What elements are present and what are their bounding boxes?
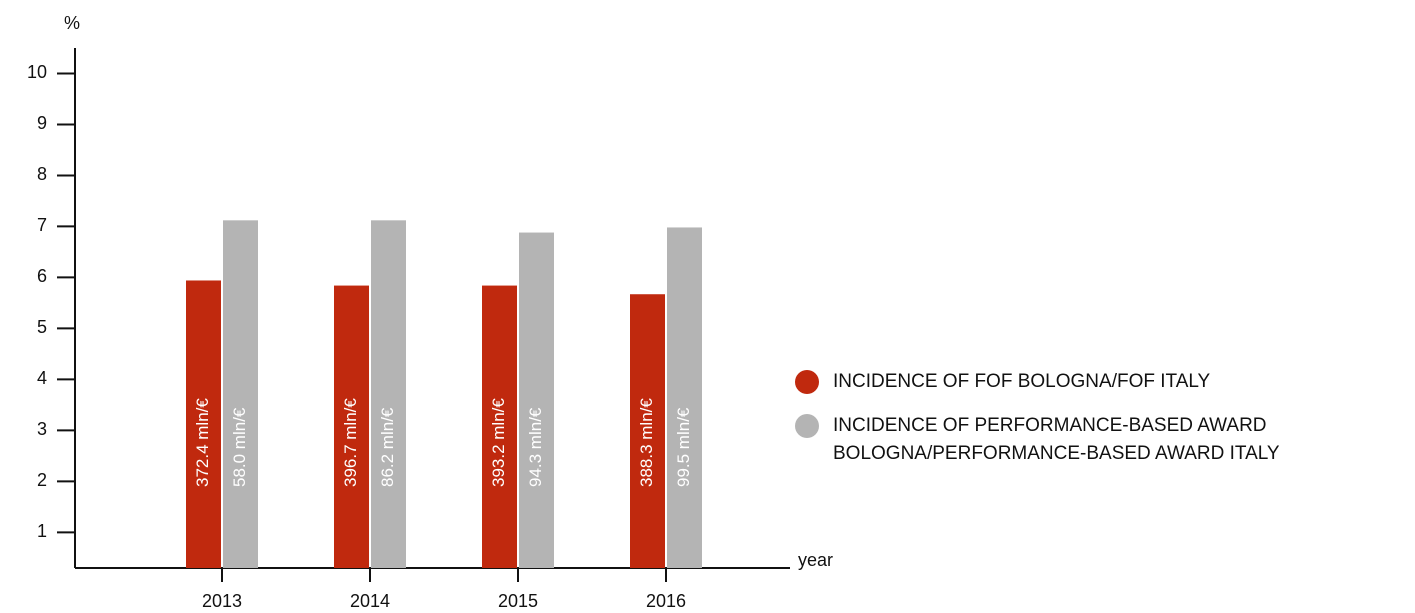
y-tick-label: 3 [37, 419, 47, 439]
y-axis-label: % [64, 13, 80, 33]
bar-label: 86.2 mln/€ [378, 407, 397, 487]
x-axis-label: year [798, 550, 833, 570]
bar-label: 58.0 mln/€ [230, 407, 249, 487]
y-tick-label: 4 [37, 368, 47, 388]
legend: INCIDENCE OF FOF BOLOGNA/FOF ITALY INCIDE… [795, 368, 1355, 484]
bar [334, 285, 369, 568]
bar-label: 372.4 mln/€ [193, 398, 212, 487]
y-tick-label: 1 [37, 521, 47, 541]
y-tick-label: 10 [27, 62, 47, 82]
bar [223, 220, 258, 568]
legend-item: INCIDENCE OF FOF BOLOGNA/FOF ITALY [795, 368, 1355, 396]
y-tick-label: 8 [37, 164, 47, 184]
bar-label: 99.5 mln/€ [674, 407, 693, 487]
bar-label: 393.2 mln/€ [489, 398, 508, 487]
bar [667, 227, 702, 568]
bar-label: 396.7 mln/€ [341, 398, 360, 487]
x-tick-label: 2013 [202, 591, 242, 611]
legend-item: INCIDENCE OF PERFORMANCE-BASED AWARD BOL… [795, 412, 1355, 468]
legend-label: INCIDENCE OF PERFORMANCE-BASED AWARD BOL… [833, 415, 1280, 464]
x-tick-label: 2015 [498, 591, 538, 611]
legend-swatch [795, 414, 819, 438]
bar [186, 280, 221, 568]
bar-label: 94.3 mln/€ [526, 407, 545, 487]
y-tick-label: 6 [37, 266, 47, 286]
bar-label: 388.3 mln/€ [637, 398, 656, 487]
y-tick-label: 7 [37, 215, 47, 235]
bar [371, 220, 406, 568]
y-tick-label: 2 [37, 470, 47, 490]
legend-swatch [795, 370, 819, 394]
legend-label: INCIDENCE OF FOF BOLOGNA/FOF ITALY [833, 371, 1211, 392]
y-tick-label: 5 [37, 317, 47, 337]
y-tick-label: 9 [37, 113, 47, 133]
x-tick-label: 2016 [646, 591, 686, 611]
bar [630, 294, 665, 568]
bar [482, 285, 517, 568]
bar [519, 232, 554, 569]
x-tick-label: 2014 [350, 591, 390, 611]
